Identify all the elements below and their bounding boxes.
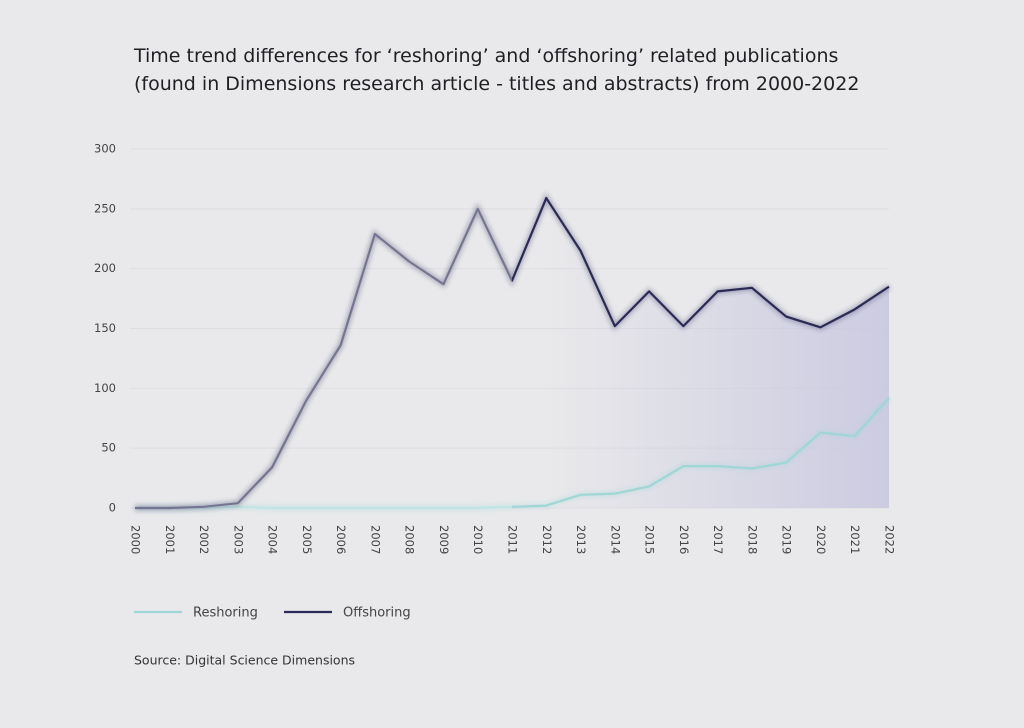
legend-label: Reshoring (193, 606, 258, 621)
x-tick-label: 2016 (677, 525, 691, 554)
x-tick-label: 2009 (437, 525, 451, 554)
x-tick-label: 2012 (540, 525, 554, 554)
x-tick-label: 2022 (883, 525, 897, 554)
x-tick-label: 2007 (368, 525, 382, 554)
y-tick-label: 150 (94, 321, 116, 335)
highlight-area (546, 198, 889, 508)
x-tick-label: 2020 (814, 525, 828, 554)
x-tick-label: 2000 (129, 525, 143, 554)
x-tick-label: 2003 (231, 525, 245, 554)
x-tick-label: 2018 (745, 525, 759, 554)
y-tick-label: 200 (94, 261, 116, 275)
x-tick-label: 2015 (643, 525, 657, 554)
x-tick-label: 2002 (197, 525, 211, 554)
y-tick-label: 100 (94, 381, 116, 395)
x-tick-label: 2014 (608, 525, 622, 554)
y-tick-label: 250 (94, 201, 116, 215)
line-fade (135, 397, 890, 510)
x-tick-label: 2006 (334, 525, 348, 554)
chart-title: Time trend differences for ‘reshoring’ a… (133, 45, 838, 67)
x-tick-label: 2017 (711, 525, 725, 554)
x-tick-label: 2013 (574, 525, 588, 554)
x-tick-label: 2010 (471, 525, 485, 554)
x-tick-label: 2001 (163, 525, 177, 554)
line-fade (135, 196, 890, 510)
x-tick-label: 2019 (780, 525, 794, 554)
x-tick-label: 2005 (300, 525, 314, 554)
y-tick-label: 300 (94, 142, 116, 156)
chart-subtitle: (found in Dimensions research article - … (134, 73, 859, 95)
x-tick-label: 2004 (266, 525, 280, 554)
y-tick-label: 50 (101, 441, 116, 455)
legend-label: Offshoring (343, 606, 411, 621)
x-tick-label: 2011 (506, 525, 520, 554)
source-note: Source: Digital Science Dimensions (134, 653, 355, 668)
y-tick-label: 0 (109, 501, 116, 515)
x-tick-label: 2008 (403, 525, 417, 554)
x-tick-label: 2021 (848, 525, 862, 554)
